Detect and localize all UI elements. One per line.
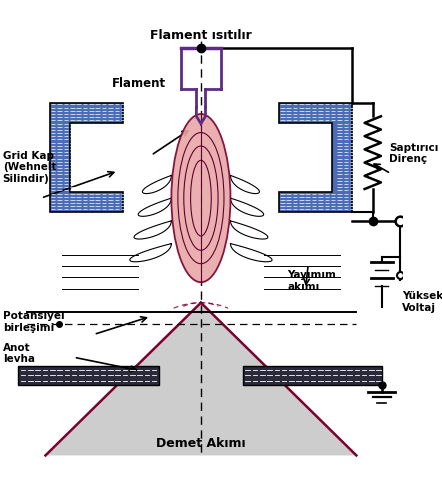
Polygon shape xyxy=(18,367,159,384)
Text: Yayımım
akımı: Yayımım akımı xyxy=(287,270,336,291)
Text: Flament: Flament xyxy=(112,77,166,90)
Text: Yüksek
Voltaj: Yüksek Voltaj xyxy=(402,290,442,312)
Polygon shape xyxy=(46,303,356,456)
Polygon shape xyxy=(50,104,123,212)
Polygon shape xyxy=(243,367,382,384)
Text: Flament ısıtılır: Flament ısıtılır xyxy=(150,29,252,42)
Ellipse shape xyxy=(171,115,230,283)
Text: Potansiyel
birleşimi: Potansiyel birleşimi xyxy=(3,311,65,332)
Text: Anot
levha: Anot levha xyxy=(3,342,35,364)
Text: Grid Kap
(Wehnelt
Silindir): Grid Kap (Wehnelt Silindir) xyxy=(3,150,56,183)
Polygon shape xyxy=(279,104,352,212)
Text: Demet Akımı: Demet Akımı xyxy=(156,436,246,449)
Text: Saptırıcı
Direnç: Saptırıcı Direnç xyxy=(389,143,438,164)
